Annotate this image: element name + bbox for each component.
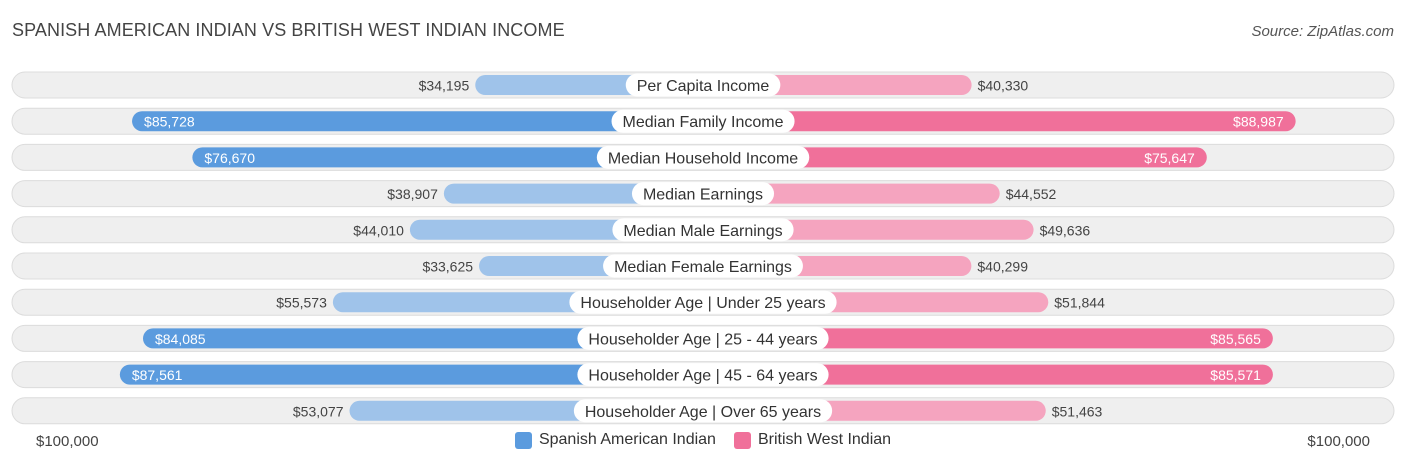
value-label-right: $44,552 (1006, 186, 1057, 202)
value-label-left: $87,561 (132, 367, 183, 383)
bar-spanish-american-indian[interactable] (132, 111, 703, 132)
value-label-left: $33,625 (422, 259, 473, 275)
legend-label-left: Spanish American Indian (538, 431, 716, 448)
value-label-right: $85,571 (1210, 367, 1261, 383)
chart-title: SPANISH AMERICAN INDIAN VS BRITISH WEST … (12, 20, 565, 40)
category-label: Median Male Earnings (623, 223, 782, 240)
category-label-pill (625, 73, 781, 97)
value-label-left: $34,195 (419, 78, 470, 94)
value-label-left: $38,907 (387, 186, 438, 202)
bar-british-west-indian[interactable] (703, 111, 1296, 132)
value-label-right: $49,636 (1040, 222, 1091, 238)
category-label: Median Household Income (608, 150, 798, 167)
axis-left-label: $100,000 (36, 433, 99, 450)
bar-british-west-indian[interactable] (703, 183, 1000, 204)
legend-swatch-left (514, 431, 532, 449)
category-label-pill (573, 399, 833, 423)
legend-item-british-west-indian[interactable]: British West Indian (733, 431, 892, 449)
category-label: Median Family Income (623, 114, 784, 131)
category-label-pill (631, 182, 775, 206)
legend-swatch-right (733, 431, 751, 449)
value-label-right: $51,463 (1052, 403, 1103, 419)
value-label-left: $76,670 (204, 150, 255, 166)
value-label-left: $84,085 (155, 331, 206, 347)
category-label-pill (569, 290, 837, 314)
legend-item-spanish-american-indian[interactable]: Spanish American Indian (514, 431, 716, 449)
category-label-pill (603, 254, 803, 278)
category-label-pill (577, 363, 829, 387)
category-label: Householder Age | Over 65 years (585, 404, 821, 421)
bar-british-west-indian[interactable] (703, 328, 1273, 349)
bar-spanish-american-indian[interactable] (192, 147, 703, 168)
legend: Spanish American Indian British West Ind… (0, 431, 1406, 449)
value-label-left: $53,077 (293, 403, 344, 419)
value-label-left: $44,010 (353, 222, 404, 238)
bar-spanish-american-indian[interactable] (119, 364, 703, 385)
category-label: Median Female Earnings (614, 259, 792, 276)
bar-spanish-american-indian[interactable] (142, 328, 703, 349)
bar-british-west-indian[interactable] (703, 147, 1207, 168)
axis-right-label: $100,000 (1307, 433, 1370, 450)
value-label-right: $75,647 (1144, 150, 1195, 166)
bar-british-west-indian[interactable] (703, 364, 1273, 385)
value-label-right: $85,565 (1210, 331, 1261, 347)
category-label-pill (577, 326, 829, 350)
category-label: Householder Age | 45 - 64 years (588, 368, 817, 385)
category-label: Median Earnings (643, 187, 763, 204)
source-note: Source: ZipAtlas.com (1251, 23, 1394, 40)
category-label-pill (596, 145, 810, 169)
category-label-pill (612, 218, 794, 242)
value-label-right: $40,330 (978, 78, 1029, 94)
value-label-left: $85,728 (144, 114, 195, 130)
value-label-left: $55,573 (276, 295, 327, 311)
category-label: Per Capita Income (637, 78, 770, 95)
category-label: Householder Age | Under 25 years (580, 295, 825, 312)
value-label-right: $51,844 (1054, 295, 1105, 311)
category-label: Householder Age | 25 - 44 years (588, 331, 817, 348)
value-label-right: $88,987 (1233, 114, 1284, 130)
value-label-right: $40,299 (977, 259, 1028, 275)
category-label-pill (611, 109, 795, 133)
legend-label-right: British West Indian (757, 431, 892, 448)
